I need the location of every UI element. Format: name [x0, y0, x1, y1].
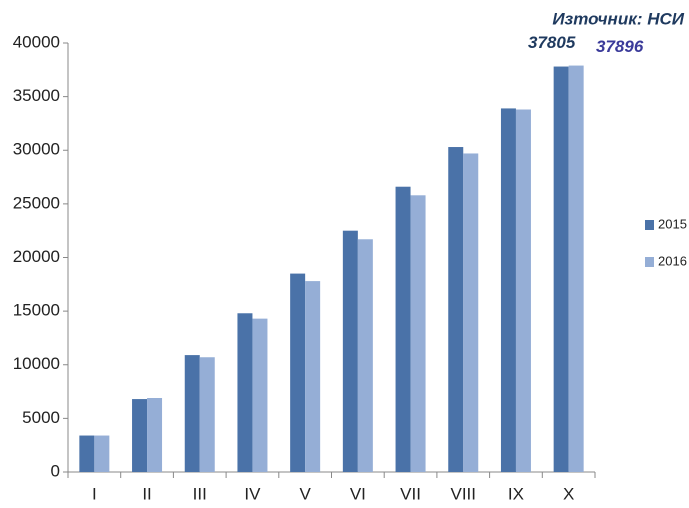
y-tick-label: 20000 [13, 247, 60, 266]
bar [357, 239, 373, 472]
y-tick-label: 15000 [13, 301, 60, 320]
bar [342, 230, 358, 472]
x-tick-label: VI [350, 484, 366, 503]
bar [147, 397, 163, 472]
bar [553, 66, 569, 472]
bar [568, 65, 584, 472]
bar [79, 435, 95, 472]
bar [448, 147, 464, 472]
x-tick-label: X [563, 484, 574, 503]
legend-label: 2015 [658, 216, 687, 231]
x-tick-label: VIII [450, 484, 476, 503]
legend-swatch [645, 220, 654, 230]
legend-label: 2016 [658, 253, 687, 268]
x-tick-label: II [142, 484, 151, 503]
y-tick-label: 5000 [22, 408, 60, 427]
y-tick-label: 0 [51, 461, 60, 480]
data-label: 37805 [528, 33, 576, 52]
bar [132, 399, 148, 472]
bar [500, 108, 516, 473]
x-tick-label: IV [244, 484, 261, 503]
bar [290, 273, 306, 472]
bar [395, 186, 411, 472]
y-tick-label: 30000 [13, 140, 60, 159]
bar [252, 318, 268, 472]
bar [515, 109, 531, 473]
legend-swatch [645, 257, 654, 267]
data-label: 37896 [596, 37, 644, 56]
x-tick-label: VII [400, 484, 421, 503]
bar [237, 313, 253, 472]
y-tick-label: 10000 [13, 354, 60, 373]
bar [184, 355, 200, 472]
x-tick-label: I [92, 484, 97, 503]
x-tick-label: V [299, 484, 311, 503]
bar [94, 435, 110, 472]
bar [463, 153, 479, 472]
y-tick-label: 35000 [13, 86, 60, 105]
bar [410, 195, 426, 473]
bar [199, 357, 215, 472]
x-tick-label: III [193, 484, 207, 503]
y-tick-label: 25000 [13, 193, 60, 212]
annotation: Източник: НСИ [552, 9, 684, 28]
y-tick-label: 40000 [13, 32, 60, 51]
x-tick-label: IX [508, 484, 524, 503]
bar [305, 281, 321, 472]
